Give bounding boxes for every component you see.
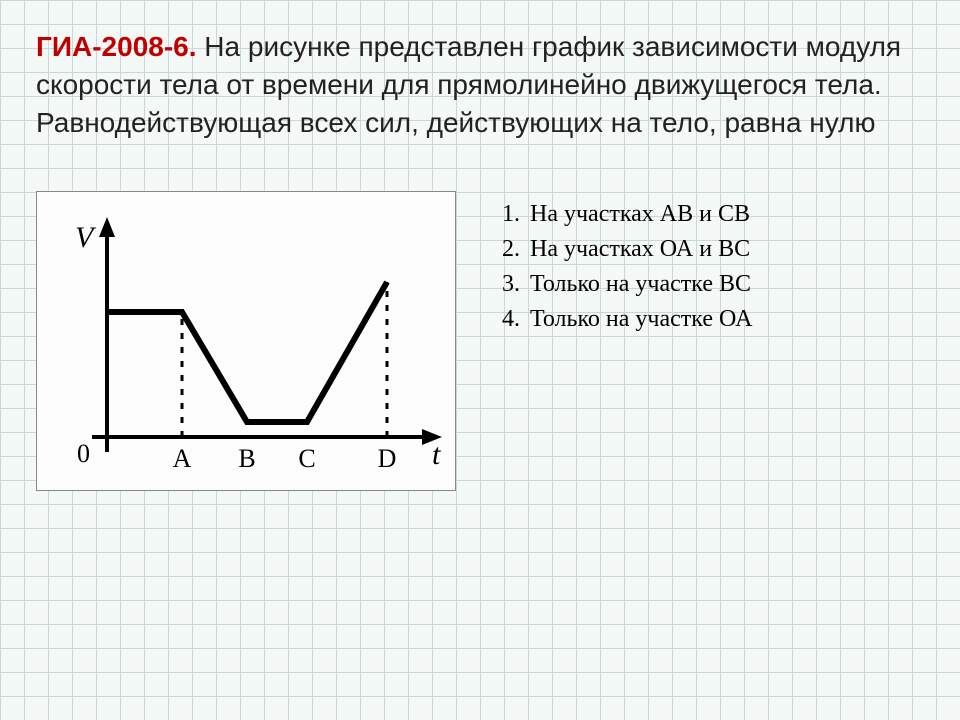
tick-B: B (238, 444, 255, 473)
answer-option-3: Только на участке ВС (526, 267, 752, 302)
chart-svg: V t 0 A B C D (37, 192, 457, 492)
x-axis-label: t (432, 438, 441, 471)
answer-options: На участках АВ и СВ На участках ОА и ВС … (496, 191, 752, 336)
answer-option-4: Только на участке ОА (526, 302, 752, 337)
slide-content: ГИА-2008-6. На рисунке представлен графи… (0, 0, 960, 519)
plot-line (107, 282, 387, 422)
answer-option-1: На участках АВ и СВ (526, 197, 752, 232)
y-axis-label: V (75, 221, 97, 254)
answer-option-2: На участках ОА и ВС (526, 232, 752, 267)
origin-label: 0 (77, 439, 90, 468)
velocity-time-chart: V t 0 A B C D (36, 191, 456, 491)
axes (92, 217, 442, 452)
tick-C: C (298, 444, 315, 473)
question-prefix: ГИА-2008-6. (36, 31, 197, 62)
lower-row: V t 0 A B C D На участках АВ и СВ На уча… (36, 191, 924, 491)
question-text: ГИА-2008-6. На рисунке представлен графи… (36, 28, 924, 141)
tick-D: D (378, 444, 397, 473)
tick-A: A (173, 444, 192, 473)
